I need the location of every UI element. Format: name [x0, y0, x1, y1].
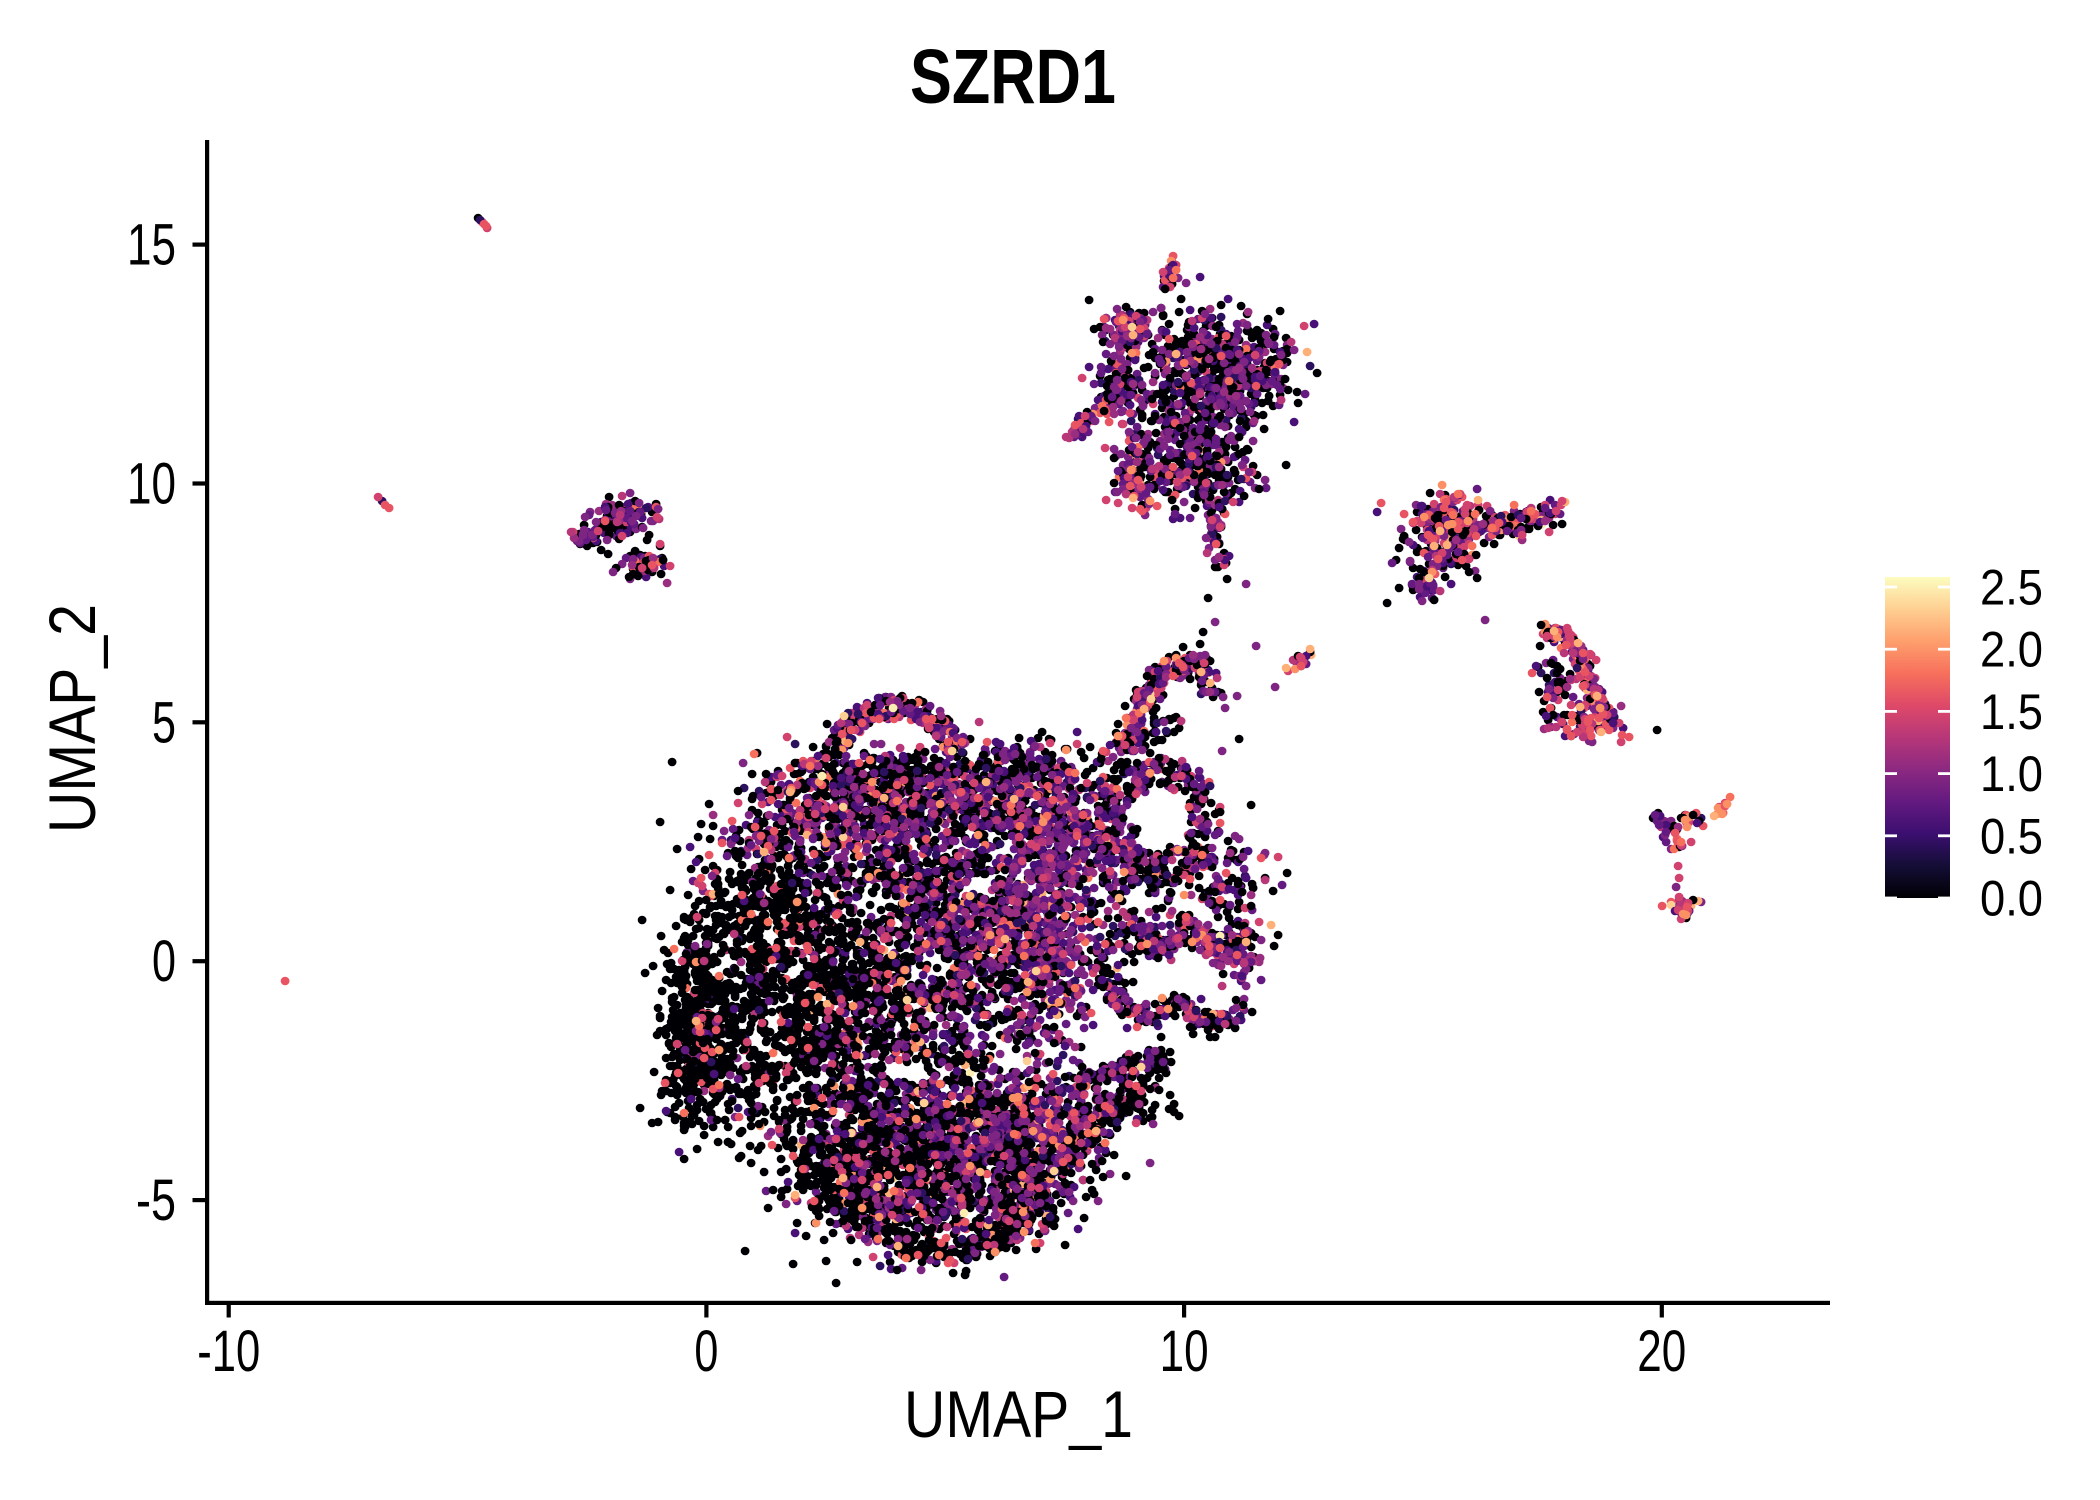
svg-text:2.5: 2.5 [1980, 560, 2043, 616]
svg-text:20: 20 [1637, 1319, 1686, 1384]
svg-text:1.0: 1.0 [1980, 746, 2043, 802]
svg-text:10: 10 [1160, 1319, 1209, 1384]
svg-text:-5: -5 [136, 1168, 176, 1233]
svg-text:5: 5 [152, 690, 176, 755]
svg-text:1.5: 1.5 [1980, 684, 2043, 740]
svg-text:0: 0 [152, 929, 176, 994]
svg-text:0.5: 0.5 [1980, 808, 2043, 864]
svg-text:0.0: 0.0 [1980, 871, 2043, 927]
svg-text:0: 0 [694, 1319, 718, 1384]
svg-text:UMAP_2: UMAP_2 [35, 604, 109, 833]
svg-text:15: 15 [127, 213, 176, 278]
svg-text:-10: -10 [197, 1319, 260, 1384]
svg-text:2.0: 2.0 [1980, 622, 2043, 678]
svg-text:UMAP_1: UMAP_1 [904, 1377, 1133, 1451]
svg-text:10: 10 [127, 452, 176, 517]
svg-text:SZRD1: SZRD1 [910, 34, 1116, 120]
